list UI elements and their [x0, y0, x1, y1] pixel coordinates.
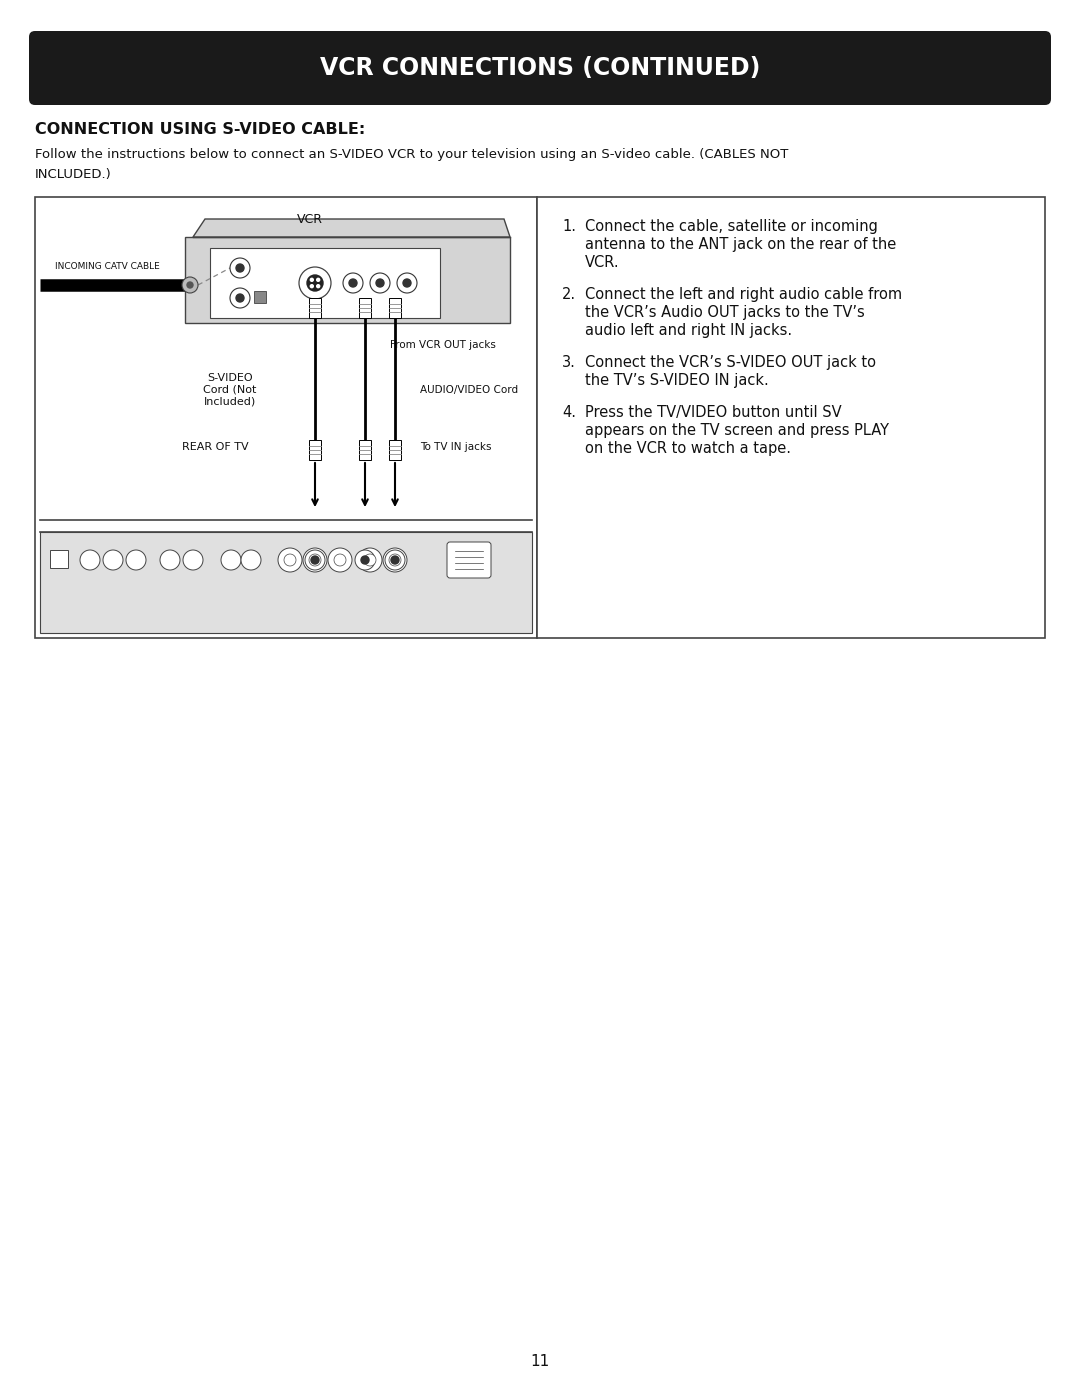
Bar — [359, 298, 372, 319]
Circle shape — [355, 550, 375, 570]
Bar — [537, 197, 1045, 638]
Text: From VCR OUT jacks: From VCR OUT jacks — [390, 339, 496, 351]
Circle shape — [307, 275, 323, 291]
Text: Press the TV/VIDEO button until SV: Press the TV/VIDEO button until SV — [585, 405, 841, 420]
Bar — [309, 298, 321, 319]
Circle shape — [361, 556, 369, 564]
Circle shape — [311, 556, 319, 564]
Circle shape — [303, 548, 327, 571]
Circle shape — [383, 548, 407, 571]
Text: the VCR’s Audio OUT jacks to the TV’s: the VCR’s Audio OUT jacks to the TV’s — [585, 305, 865, 320]
Text: CONNECTION USING S-VIDEO CABLE:: CONNECTION USING S-VIDEO CABLE: — [35, 122, 365, 137]
Circle shape — [391, 556, 399, 564]
Text: INCOMING CATV CABLE: INCOMING CATV CABLE — [55, 263, 160, 271]
Circle shape — [103, 550, 123, 570]
Bar — [309, 440, 321, 460]
Circle shape — [376, 279, 384, 286]
Bar — [210, 249, 440, 319]
Circle shape — [299, 267, 330, 299]
Text: INCLUDED.): INCLUDED.) — [35, 168, 111, 182]
Text: 11: 11 — [530, 1355, 550, 1369]
Circle shape — [284, 555, 296, 566]
Circle shape — [278, 548, 302, 571]
Circle shape — [397, 272, 417, 293]
Bar — [50, 550, 68, 569]
Text: Connect the cable, satellite or incoming: Connect the cable, satellite or incoming — [585, 219, 878, 235]
Text: on the VCR to watch a tape.: on the VCR to watch a tape. — [585, 441, 791, 455]
FancyBboxPatch shape — [29, 31, 1051, 105]
Circle shape — [237, 293, 244, 302]
Text: VCR CONNECTIONS (CONTINUED): VCR CONNECTIONS (CONTINUED) — [320, 56, 760, 80]
Circle shape — [126, 550, 146, 570]
Text: the TV’s S-VIDEO IN jack.: the TV’s S-VIDEO IN jack. — [585, 373, 769, 388]
Bar — [185, 237, 510, 323]
Bar — [389, 440, 401, 460]
Bar — [254, 291, 266, 303]
Bar — [359, 440, 372, 460]
Circle shape — [310, 285, 313, 288]
Circle shape — [80, 550, 100, 570]
Text: 4.: 4. — [562, 405, 576, 420]
Circle shape — [384, 550, 405, 570]
Text: Connect the VCR’s S-VIDEO OUT jack to: Connect the VCR’s S-VIDEO OUT jack to — [585, 355, 876, 370]
Circle shape — [316, 278, 320, 281]
Circle shape — [309, 555, 321, 566]
Text: AUDIO/VIDEO Cord: AUDIO/VIDEO Cord — [420, 386, 518, 395]
Text: 1.: 1. — [562, 219, 576, 235]
Circle shape — [310, 278, 313, 281]
Circle shape — [334, 555, 346, 566]
Circle shape — [403, 279, 411, 286]
Text: appears on the TV screen and press PLAY: appears on the TV screen and press PLAY — [585, 423, 889, 439]
Text: 3.: 3. — [562, 355, 576, 370]
Text: 2.: 2. — [562, 286, 576, 302]
FancyBboxPatch shape — [447, 542, 491, 578]
Circle shape — [316, 285, 320, 288]
Bar — [40, 532, 532, 633]
Circle shape — [183, 550, 203, 570]
Circle shape — [230, 258, 249, 278]
Text: Connect the left and right audio cable from: Connect the left and right audio cable f… — [585, 286, 902, 302]
Circle shape — [237, 264, 244, 272]
Text: VCR.: VCR. — [585, 256, 620, 270]
Circle shape — [370, 272, 390, 293]
Text: antenna to the ANT jack on the rear of the: antenna to the ANT jack on the rear of t… — [585, 237, 896, 251]
Circle shape — [221, 550, 241, 570]
Circle shape — [343, 272, 363, 293]
Bar — [35, 197, 537, 638]
Polygon shape — [193, 219, 510, 237]
Circle shape — [349, 279, 357, 286]
Text: S-VIDEO
Cord (Not
Included): S-VIDEO Cord (Not Included) — [203, 373, 257, 407]
Circle shape — [241, 550, 261, 570]
Circle shape — [357, 548, 382, 571]
Text: To TV IN jacks: To TV IN jacks — [420, 441, 491, 453]
Circle shape — [183, 277, 198, 293]
Circle shape — [230, 288, 249, 307]
Text: VCR: VCR — [297, 212, 323, 226]
Circle shape — [160, 550, 180, 570]
Text: Follow the instructions below to connect an S-VIDEO VCR to your television using: Follow the instructions below to connect… — [35, 148, 788, 161]
Circle shape — [187, 282, 193, 288]
Circle shape — [328, 548, 352, 571]
Bar — [389, 298, 401, 319]
Circle shape — [305, 550, 325, 570]
Text: REAR OF TV: REAR OF TV — [181, 441, 248, 453]
Text: audio left and right IN jacks.: audio left and right IN jacks. — [585, 323, 792, 338]
Circle shape — [364, 555, 376, 566]
Circle shape — [389, 555, 401, 566]
